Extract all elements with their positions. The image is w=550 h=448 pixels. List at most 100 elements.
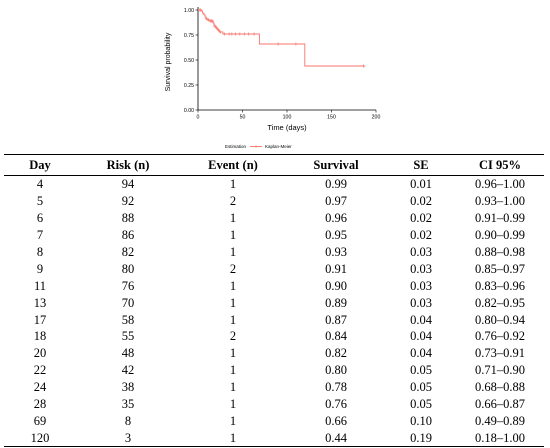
cell-ci: 0.76–0.92 [475,329,525,344]
cell-day: 11 [33,278,47,293]
cell-day: 17 [33,312,47,327]
cell-se: 0.02 [410,211,432,226]
x-tick-label: 0 [197,115,200,121]
censor-mark [223,32,227,36]
y-tick-label: 0.75 [184,33,194,39]
cell-event: 1 [229,397,237,412]
table-row: 11 76 1 0.90 0.03 0.83–0.96 [4,277,544,294]
cell-event: 1 [229,380,237,395]
cell-ci: 0.83–0.96 [475,278,525,293]
legend-entry-kaplan-meier: Kaplan-Meier [265,144,292,149]
cell-event: 1 [229,346,237,361]
table-body: 4 94 1 0.99 0.01 0.96–1.00 5 92 2 0.97 0.02 0.93–1.… [4,176,544,448]
cell-event: 1 [229,278,237,293]
cell-event: 1 [229,363,237,378]
cell-se: 0.02 [410,194,432,209]
cell-se: 0.05 [410,397,432,412]
y-tick-label: 0.00 [184,108,194,114]
censor-mark [227,32,231,36]
censor-mark [210,19,214,23]
cell-survival: 0.76 [325,397,347,412]
table-row: 28 35 1 0.76 0.05 0.66–0.87 [4,396,544,413]
cell-risk: 88 [121,211,135,226]
table-row: 4 94 1 0.99 0.01 0.96–1.00 [4,176,544,193]
censor-mark [216,28,221,32]
table-row: 20 48 1 0.82 0.04 0.73–0.91 [4,345,544,362]
cell-risk: 8 [124,413,132,428]
cell-ci: 0.66–0.87 [475,397,525,412]
header-survival: Survival [286,154,386,176]
cell-ci: 0.73–0.91 [475,346,525,361]
cell-survival: 0.78 [325,380,347,395]
table-row: 6 88 1 0.96 0.02 0.91–0.99 [4,210,544,227]
cell-survival: 0.66 [325,413,347,428]
cell-se: 0.02 [410,228,432,243]
cell-ci: 0.68–0.88 [475,380,525,395]
table-row: 5 92 2 0.97 0.02 0.93–1.00 [4,193,544,210]
cell-day: 24 [33,380,47,395]
y-tick-label: 0.50 [184,58,194,64]
cell-se: 0.03 [410,261,432,276]
censor-mark [247,32,251,36]
cell-ci: 0.96–1.00 [475,177,525,192]
cell-survival: 0.96 [325,211,347,226]
cell-se: 0.19 [386,429,456,448]
cell-day: 8 [36,245,44,259]
cell-survival: 0.89 [325,295,347,310]
cell-risk: 48 [121,346,135,361]
cell-survival: 0.84 [325,329,347,344]
cell-event: 2 [229,194,237,209]
cell-event: 2 [229,329,237,344]
table-row: 18 55 2 0.84 0.04 0.76–0.92 [4,328,544,345]
cell-day: 22 [33,363,47,378]
cell-day: 13 [33,295,47,310]
cell-se: 0.04 [410,312,432,327]
cell-ci: 0.18–1.00 [456,429,544,448]
cell-ci: 0.91–0.99 [475,211,525,226]
y-tick-label: 0.25 [184,83,194,89]
cell-survival: 0.44 [286,429,386,448]
censor-mark [233,32,237,36]
cell-event: 1 [229,177,237,192]
cell-event: 1 [229,312,237,327]
cell-se: 0.01 [410,177,432,192]
table-row: 7 86 1 0.95 0.02 0.90–0.99 [4,227,544,244]
cell-risk: 35 [121,397,135,412]
cell-survival: 0.93 [325,245,347,259]
cell-ci: 0.90–0.99 [475,228,525,243]
cell-event: 1 [229,245,237,259]
cell-event: 1 [229,228,237,243]
cell-survival: 0.91 [325,261,347,276]
header-event: Event (n) [180,154,286,176]
x-tick-label: 50 [240,115,246,121]
cell-ci: 0.93–1.00 [475,194,525,209]
km-step-line [198,9,366,67]
censor-mark [207,18,211,22]
censor-mark [199,8,203,12]
censor-mark [294,42,298,46]
cell-day: 9 [36,261,44,276]
censor-marks [198,8,366,68]
censor-mark [361,64,366,68]
cell-risk: 55 [121,329,135,344]
legend-title: Estimation [225,144,247,149]
censor-mark [230,32,234,36]
legend-swatch-plus: + [254,144,258,150]
km-plot-svg: 0.00 0.25 0.50 0.75 1.00 0 50 100 150 200 Time (d… [165,7,380,150]
cell-risk: 3 [76,429,180,448]
cell-ci: 0.85–0.97 [475,261,525,276]
cell-day: 18 [33,329,47,344]
cell-se: 0.10 [410,413,432,428]
cell-se: 0.04 [410,329,432,344]
cell-ci: 0.71–0.90 [475,363,525,378]
cell-event: 1 [180,429,286,448]
cell-event: 1 [229,295,237,310]
cell-se: 0.03 [410,245,432,259]
cell-se: 0.04 [410,346,432,361]
x-tick-label: 100 [283,115,292,121]
cell-se: 0.03 [410,278,432,293]
table-row: 120 3 1 0.44 0.19 0.18–1.00 [4,429,544,448]
cell-se: 0.05 [410,380,432,395]
cell-risk: 80 [121,261,135,276]
cell-event: 1 [229,413,237,428]
